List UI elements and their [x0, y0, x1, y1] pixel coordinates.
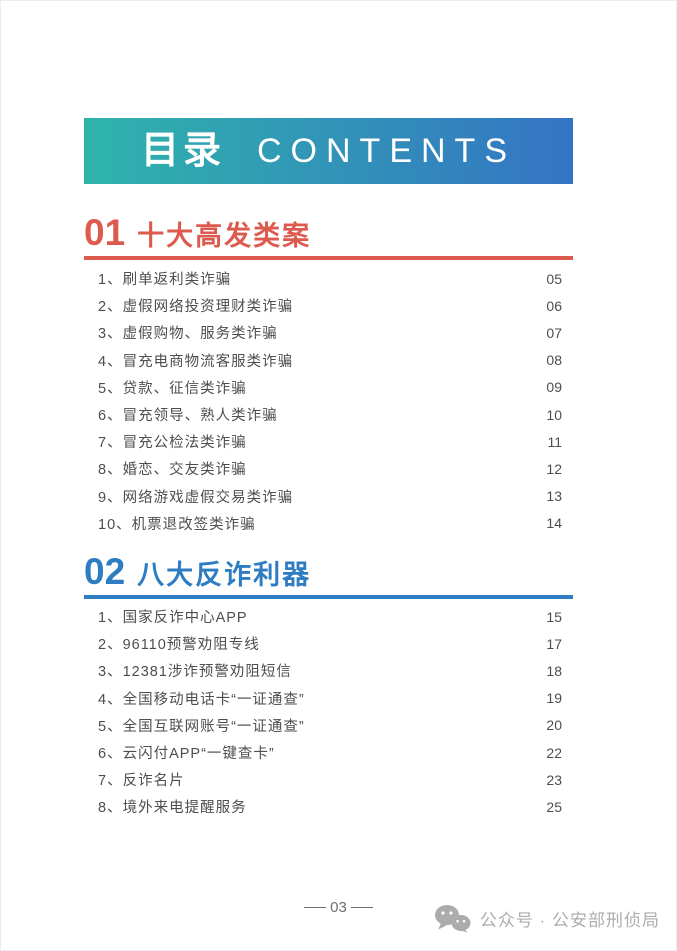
wechat-footer: 公众号 · 公安部刑侦局: [434, 904, 660, 933]
toc-item-page: 08: [546, 352, 562, 369]
toc-item: 2、96110预警劝阻专线 17: [84, 630, 573, 657]
toc-item-label: 5、全国互联网账号“一证通查”: [98, 718, 305, 735]
toc-item-label: 9、网络游戏虚假交易类诈骗: [98, 489, 294, 506]
toc-item-label: 5、贷款、征信类诈骗: [98, 380, 247, 397]
toc-item-page: 09: [546, 379, 562, 396]
toc-item: 5、全国互联网账号“一证通查” 20: [84, 712, 573, 739]
toc-item-page: 20: [546, 717, 562, 734]
page-number-value: 03: [330, 899, 347, 916]
toc-item-page: 19: [546, 690, 562, 707]
wechat-account-label: 公众号 · 公安部刑侦局: [479, 911, 660, 930]
page-number: 03: [1, 899, 676, 916]
section-number: 01: [84, 212, 126, 253]
toc-item-page: 05: [546, 270, 562, 287]
contents-banner: 目录 CONTENTS: [84, 118, 573, 184]
toc-item: 1、刷单返利类诈骗 05: [84, 265, 573, 292]
section-number: 02: [84, 551, 126, 592]
page-number-dash: [350, 906, 373, 909]
toc-item: 6、冒充领导、熟人类诈骗 10: [84, 401, 573, 428]
page-number-dash: [304, 906, 327, 909]
toc-item-page: 23: [546, 771, 562, 788]
toc-item: 7、反诈名片 23: [84, 766, 573, 793]
toc-item-page: 10: [546, 406, 562, 423]
toc-item: 10、机票退改签类诈骗 14: [84, 510, 573, 537]
toc-item-label: 1、刷单返利类诈骗: [98, 272, 232, 289]
toc-item-label: 4、冒充电商物流客服类诈骗: [98, 353, 294, 370]
toc-item: 4、冒充电商物流客服类诈骗 08: [84, 347, 573, 374]
toc-item-label: 2、96110预警劝阻专线: [98, 637, 260, 654]
toc-item: 3、12381涉诈预警劝阻短信 18: [84, 657, 573, 684]
toc-item-label: 7、冒充公检法类诈骗: [98, 435, 247, 452]
toc-item: 7、冒充公检法类诈骗 11: [84, 428, 573, 455]
toc-item-page: 25: [546, 798, 562, 815]
toc-item-label: 7、反诈名片: [98, 773, 185, 790]
toc-item-page: 15: [546, 608, 562, 625]
toc-item-page: 11: [547, 433, 562, 450]
toc-item-label: 4、全国移动电话卡“一证通查”: [98, 691, 305, 708]
toc-item: 9、网络游戏虚假交易类诈骗 13: [84, 483, 573, 510]
toc-item: 6、云闪付APP“一键查卡” 22: [84, 739, 573, 766]
toc-item-label: 6、冒充领导、熟人类诈骗: [98, 408, 278, 425]
section-anti-fraud-tools: 02 八大反诈利器: [84, 553, 573, 599]
toc-list-anti-fraud-tools: 1、国家反诈中心APP 15 2、96110预警劝阻专线 17 3、12381涉诈预…: [84, 603, 573, 821]
section-divider: [84, 595, 573, 599]
toc-item-label: 10、机票退改签类诈骗: [98, 516, 256, 533]
toc-item-page: 13: [546, 488, 562, 505]
toc-item-page: 18: [546, 662, 562, 679]
toc-item-page: 06: [546, 297, 562, 314]
toc-item: 5、贷款、征信类诈骗 09: [84, 374, 573, 401]
toc-item-page: 12: [546, 460, 562, 477]
toc-item-page: 14: [546, 515, 562, 532]
section-top-fraud-cases: 01 十大高发类案: [84, 214, 573, 260]
toc-item: 8、境外来电提醒服务 25: [84, 793, 573, 820]
wechat-icon: [434, 904, 471, 933]
toc-item-label: 8、境外来电提醒服务: [98, 800, 247, 817]
toc-item: 3、虚假购物、服务类诈骗 07: [84, 319, 573, 346]
contents-title-cn: 目录: [140, 130, 225, 172]
toc-item-label: 3、12381涉诈预警劝阻短信: [98, 664, 292, 681]
section-divider: [84, 256, 573, 260]
toc-item-label: 3、虚假购物、服务类诈骗: [98, 326, 278, 343]
contents-title-en: CONTENTS: [257, 132, 516, 170]
toc-item-label: 1、国家反诈中心APP: [98, 610, 248, 627]
toc-item: 1、国家反诈中心APP 15: [84, 603, 573, 630]
toc-item-label: 6、云闪付APP“一键查卡”: [98, 746, 275, 763]
toc-item: 2、虚假网络投资理财类诈骗 06: [84, 292, 573, 319]
toc-item-page: 07: [546, 324, 562, 341]
toc-item-page: 22: [546, 744, 562, 761]
toc-item-page: 17: [546, 635, 562, 652]
toc-item-label: 2、虚假网络投资理财类诈骗: [98, 299, 294, 316]
toc-item: 4、全国移动电话卡“一证通查” 19: [84, 685, 573, 712]
toc-list-top-fraud-cases: 1、刷单返利类诈骗 05 2、虚假网络投资理财类诈骗 06 3、虚假购物、服务类诈骗…: [84, 265, 573, 537]
toc-item: 8、婚恋、交友类诈骗 12: [84, 455, 573, 482]
section-title: 八大反诈利器: [137, 560, 312, 590]
section-title: 十大高发类案: [137, 221, 312, 251]
toc-item-label: 8、婚恋、交友类诈骗: [98, 462, 247, 479]
